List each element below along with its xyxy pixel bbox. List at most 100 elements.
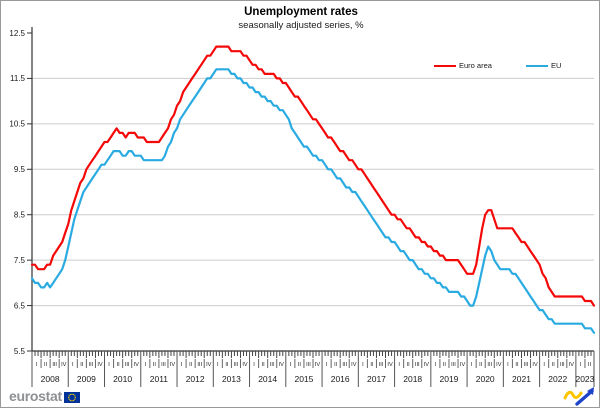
svg-text:IV: IV bbox=[569, 362, 575, 368]
x-axis-ticks bbox=[31, 351, 595, 387]
eurostat-logo: eurostat bbox=[9, 389, 80, 403]
svg-text:I: I bbox=[471, 362, 473, 368]
svg-text:2018: 2018 bbox=[403, 374, 422, 384]
svg-text:2020: 2020 bbox=[476, 374, 495, 384]
svg-text:12.5: 12.5 bbox=[9, 29, 25, 38]
gridlines bbox=[32, 77, 594, 307]
svg-text:II: II bbox=[262, 362, 266, 368]
svg-text:2016: 2016 bbox=[331, 374, 350, 384]
svg-text:II: II bbox=[153, 362, 157, 368]
svg-text:I: I bbox=[108, 362, 110, 368]
svg-text:IV: IV bbox=[387, 362, 393, 368]
axes bbox=[31, 27, 594, 352]
svg-text:5.5: 5.5 bbox=[14, 347, 26, 356]
svg-text:IV: IV bbox=[460, 362, 466, 368]
svg-text:I: I bbox=[181, 362, 183, 368]
svg-text:II: II bbox=[407, 362, 411, 368]
svg-text:III: III bbox=[234, 362, 239, 368]
svg-text:11.5: 11.5 bbox=[10, 74, 26, 83]
svg-text:II: II bbox=[44, 362, 48, 368]
svg-text:II: II bbox=[225, 362, 229, 368]
svg-text:III: III bbox=[161, 362, 166, 368]
svg-text:IV: IV bbox=[242, 362, 248, 368]
svg-text:2021: 2021 bbox=[512, 374, 531, 384]
svg-text:IV: IV bbox=[206, 362, 212, 368]
svg-text:I: I bbox=[398, 362, 400, 368]
svg-text:II: II bbox=[370, 362, 374, 368]
svg-text:2014: 2014 bbox=[258, 374, 277, 384]
svg-text:III: III bbox=[524, 362, 529, 368]
svg-text:I: I bbox=[326, 362, 328, 368]
svg-text:II: II bbox=[334, 362, 338, 368]
svg-text:2017: 2017 bbox=[367, 374, 386, 384]
svg-text:I: I bbox=[72, 362, 74, 368]
svg-text:2012: 2012 bbox=[186, 374, 205, 384]
page-title: Unemployment rates bbox=[244, 6, 358, 18]
svg-text:2008: 2008 bbox=[41, 374, 60, 384]
svg-text:II: II bbox=[189, 362, 193, 368]
svg-text:2009: 2009 bbox=[77, 374, 96, 384]
svg-text:6.5: 6.5 bbox=[14, 301, 26, 310]
svg-text:I: I bbox=[290, 362, 292, 368]
legend: Euro area EU bbox=[434, 61, 561, 70]
svg-text:III: III bbox=[270, 362, 275, 368]
svg-text:II: II bbox=[443, 362, 447, 368]
x-axis-quarter-labels: I II III IV I II III IV I II III IV I II III IV I II III IV… bbox=[36, 362, 592, 368]
svg-text:IV: IV bbox=[97, 362, 103, 368]
svg-text:7.5: 7.5 bbox=[14, 256, 26, 265]
svg-text:IV: IV bbox=[496, 362, 502, 368]
svg-text:I: I bbox=[543, 362, 545, 368]
svg-text:II: II bbox=[479, 362, 483, 368]
eurostat-wordmark: eurostat bbox=[9, 388, 62, 404]
svg-text:III: III bbox=[125, 362, 130, 368]
svg-text:I: I bbox=[580, 362, 582, 368]
svg-text:III: III bbox=[379, 362, 384, 368]
svg-text:II: II bbox=[80, 362, 84, 368]
svg-text:IV: IV bbox=[279, 362, 285, 368]
svg-text:II: II bbox=[117, 362, 121, 368]
svg-text:I: I bbox=[435, 362, 437, 368]
series-line-euro-area bbox=[30, 45, 596, 307]
svg-text:IV: IV bbox=[315, 362, 321, 368]
eu-line-icon bbox=[525, 64, 548, 67]
svg-text:III: III bbox=[52, 362, 57, 368]
svg-text:IV: IV bbox=[351, 362, 357, 368]
svg-text:I: I bbox=[253, 362, 255, 368]
svg-text:8.5: 8.5 bbox=[14, 211, 26, 220]
svg-text:IV: IV bbox=[134, 362, 140, 368]
svg-text:III: III bbox=[306, 362, 311, 368]
svg-text:2015: 2015 bbox=[294, 374, 313, 384]
svg-text:III: III bbox=[560, 362, 565, 368]
euro-area-line-icon bbox=[434, 64, 456, 67]
svg-text:IV: IV bbox=[61, 362, 67, 368]
svg-text:I: I bbox=[36, 362, 38, 368]
svg-text:2023: 2023 bbox=[575, 374, 594, 384]
svg-text:I: I bbox=[507, 362, 509, 368]
svg-text:II: II bbox=[588, 362, 592, 368]
svg-text:I: I bbox=[145, 362, 147, 368]
svg-text:III: III bbox=[89, 362, 94, 368]
eu-flag-icon bbox=[63, 391, 80, 403]
svg-text:III: III bbox=[342, 362, 347, 368]
legend-item-euro-area: Euro area bbox=[434, 61, 492, 70]
svg-text:10.5: 10.5 bbox=[9, 120, 25, 129]
svg-text:2019: 2019 bbox=[440, 374, 459, 384]
svg-text:III: III bbox=[487, 362, 492, 368]
svg-text:IV: IV bbox=[532, 362, 538, 368]
svg-text:9.5: 9.5 bbox=[14, 165, 26, 174]
svg-text:2022: 2022 bbox=[548, 374, 567, 384]
svg-text:2010: 2010 bbox=[113, 374, 132, 384]
svg-text:IV: IV bbox=[170, 362, 176, 368]
svg-text:IV: IV bbox=[424, 362, 430, 368]
page-subtitle: seasonally adjusted series, % bbox=[238, 20, 364, 31]
x-axis-year-labels: 2008 2009 2010 2011 2012 2013 2014 2015 2016 2017… bbox=[41, 374, 595, 384]
legend-item-eu: EU bbox=[525, 61, 561, 70]
y-axis-labels: 5.5 6.5 7.5 8.5 9.5 10.5 11.5 12.5 bbox=[9, 29, 32, 356]
svg-text:II: II bbox=[515, 362, 519, 368]
svg-text:III: III bbox=[451, 362, 456, 368]
euroindicators-swoosh-icon bbox=[563, 387, 594, 406]
svg-text:III: III bbox=[415, 362, 420, 368]
series-line-eu bbox=[30, 68, 596, 334]
svg-text:2011: 2011 bbox=[150, 374, 169, 384]
